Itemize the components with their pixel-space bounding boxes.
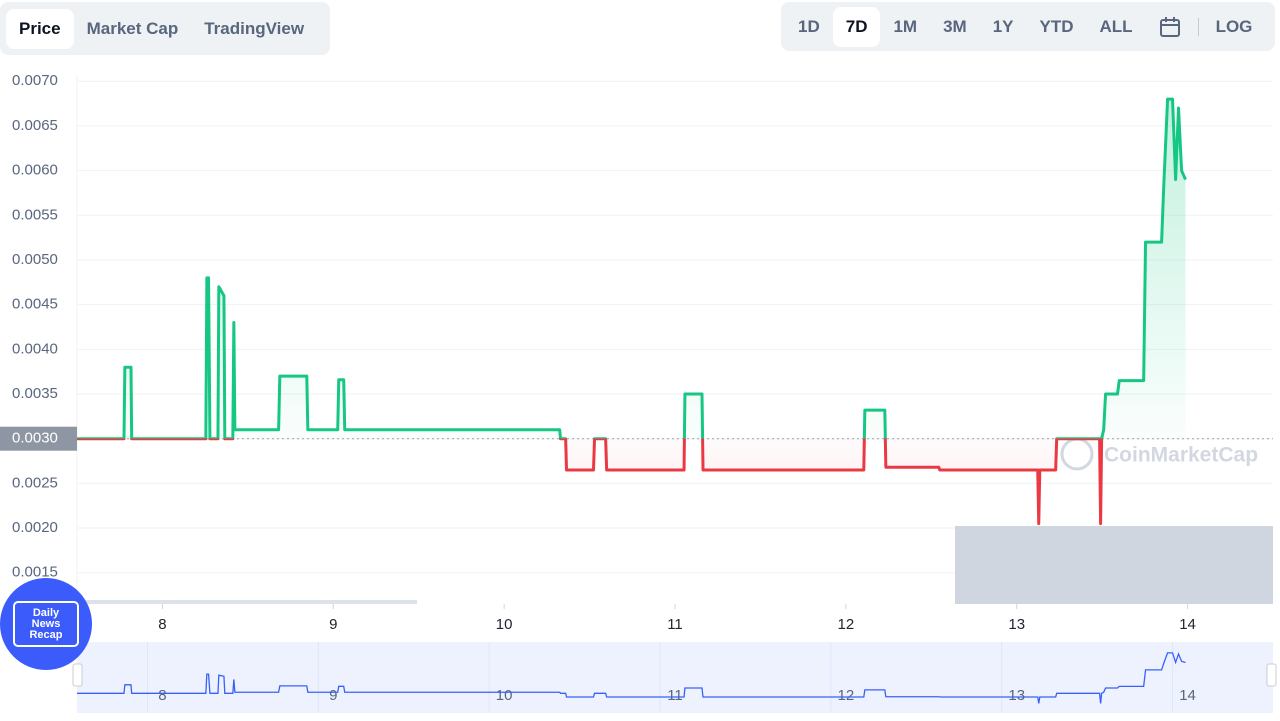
range-button[interactable]: 1D xyxy=(798,16,820,36)
x-tick-label: 10 xyxy=(496,616,513,633)
navigator-line xyxy=(77,652,1186,704)
x-tick-label: 12 xyxy=(838,616,855,633)
y-tick-label: 0.0060 xyxy=(12,162,58,179)
x-tick-label: 14 xyxy=(1179,616,1196,633)
range-button[interactable]: 1Y xyxy=(992,16,1014,36)
navigator-label: 9 xyxy=(329,687,337,704)
range-button[interactable]: 3M xyxy=(943,16,967,36)
navigator-label: 10 xyxy=(496,687,513,704)
volume-block xyxy=(77,600,417,604)
badge-text: News xyxy=(32,618,61,630)
badge-text: Daily xyxy=(33,607,60,619)
y-tick-label: 0.0025 xyxy=(12,474,58,491)
log-button[interactable]: LOG xyxy=(1215,16,1253,36)
separator xyxy=(1197,17,1199,36)
x-tick-label: 13 xyxy=(1008,616,1025,633)
tab[interactable]: TradingView xyxy=(204,18,305,38)
navigator-handle[interactable] xyxy=(1266,663,1277,687)
y-tick-label: 0.0040 xyxy=(12,340,58,357)
navigator-label: 11 xyxy=(667,687,683,704)
badge-frame xyxy=(13,601,79,647)
y-tick-label: 0.0065 xyxy=(12,117,58,134)
watermark-text: CoinMarketCap xyxy=(1104,444,1258,467)
y-tick-label: 0.0035 xyxy=(12,385,58,402)
watermark-logo xyxy=(1060,437,1094,471)
range-button[interactable]: 1M xyxy=(893,16,918,36)
reference-label-box xyxy=(0,426,77,451)
navigator-label: 13 xyxy=(1008,687,1025,704)
navigator-label: 14 xyxy=(1179,687,1196,704)
range-group: 1D 7D 1M 3M 1Y YTD ALL LOG xyxy=(781,2,1275,51)
range-button[interactable]: 7D xyxy=(832,6,881,47)
badge-text: Recap xyxy=(29,629,62,641)
price-line xyxy=(77,97,1187,526)
tab[interactable]: Market Cap xyxy=(86,18,179,38)
calendar-button[interactable] xyxy=(1146,7,1194,47)
calendar-icon xyxy=(1159,17,1180,38)
tab[interactable]: Price xyxy=(6,8,74,49)
y-tick-label: 0.0070 xyxy=(12,72,58,89)
x-tick-label: 11 xyxy=(667,616,683,633)
y-tick-label: 0.0055 xyxy=(12,206,58,223)
reference-label: 0.0030 xyxy=(12,430,58,447)
range-button[interactable]: YTD xyxy=(1039,16,1074,36)
y-tick-label: 0.0020 xyxy=(12,519,58,536)
x-tick-label: 9 xyxy=(329,616,337,633)
y-tick-label: 0.0050 xyxy=(12,251,58,268)
navigator-handle[interactable] xyxy=(72,663,83,687)
y-tick-label: 0.0015 xyxy=(12,564,58,581)
range-button[interactable]: ALL xyxy=(1099,16,1133,36)
y-tick-label: 0.0045 xyxy=(12,296,58,313)
navigator-label: 8 xyxy=(158,687,166,704)
navigator xyxy=(77,642,1273,713)
tab-group: Price Market Cap TradingView xyxy=(0,2,330,55)
volume-block xyxy=(955,526,1273,604)
badge[interactable]: Daily News Recap xyxy=(0,578,92,670)
price-area xyxy=(77,99,1186,524)
navigator-label: 12 xyxy=(838,687,855,704)
watermark: CoinMarketCap xyxy=(1060,437,1258,471)
x-tick-label: 8 xyxy=(158,616,166,633)
